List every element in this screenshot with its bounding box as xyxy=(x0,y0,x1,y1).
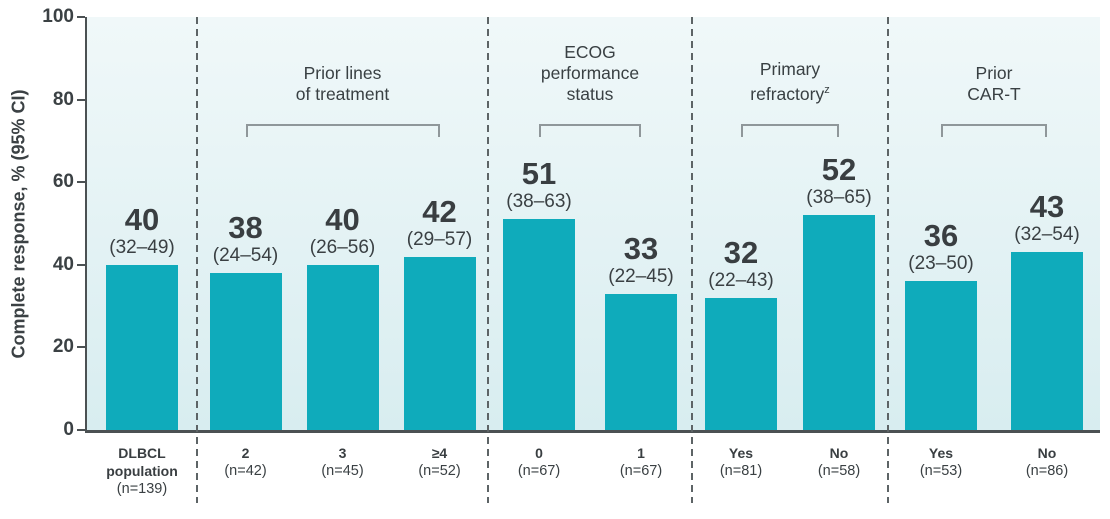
bar-ci: (24–54) xyxy=(212,245,279,267)
bar-value: 52 xyxy=(821,152,857,188)
bar-ci: (22–45) xyxy=(608,265,674,287)
group-separator-line xyxy=(887,17,889,503)
y-axis-title: Complete response, % (95% CI) xyxy=(8,89,29,359)
bar-value-annotation: 36 (23–50) xyxy=(866,220,1016,275)
bar xyxy=(106,264,178,430)
bar xyxy=(306,264,379,430)
group-header: Primary refractoryz xyxy=(750,59,830,104)
x-tick-category: 2 xyxy=(241,445,250,461)
bar-ci: (23–50) xyxy=(908,253,974,275)
group-separator-line xyxy=(196,17,198,503)
y-tick-label: 40 xyxy=(52,253,74,275)
bar-value: 38 xyxy=(228,210,263,246)
bar-value: 36 xyxy=(923,218,959,254)
x-tick-category: No xyxy=(1037,445,1057,461)
bar-value: 33 xyxy=(623,230,659,266)
x-tick-category: Yes xyxy=(928,445,954,461)
bar-value-annotation: 51 (38–63) xyxy=(464,158,614,213)
y-tick-label: 60 xyxy=(52,171,74,193)
plot-area: 40 (32–49) Prior lines of treatment 38 (24–54… xyxy=(85,17,1100,503)
group-bracket xyxy=(941,124,1047,137)
y-tick-label: 100 xyxy=(42,6,74,27)
bar xyxy=(803,215,875,430)
bar-value-annotation: 42 (29–57) xyxy=(365,193,515,251)
bar-ci: (38–65) xyxy=(806,187,872,209)
x-tick-category: 0 xyxy=(535,445,543,461)
y-tick-mark xyxy=(77,98,85,101)
y-tick-mark xyxy=(77,181,85,184)
y-tick-mark xyxy=(77,429,85,431)
x-tick-label: 3 (n=45) xyxy=(278,444,408,480)
y-tick-label: 0 xyxy=(63,419,74,440)
bar xyxy=(905,281,977,430)
group-bracket xyxy=(539,124,641,137)
bar-ci: (38–63) xyxy=(506,191,572,213)
x-tick-n: (n=52) xyxy=(418,463,461,479)
x-tick-category: 3 xyxy=(338,445,347,461)
bar-value: 42 xyxy=(422,193,457,229)
group-header: Prior CAR-T xyxy=(967,63,1021,104)
x-tick-n: (n=42) xyxy=(224,463,267,479)
y-tick-label: 20 xyxy=(52,336,74,358)
bar-value-annotation: 40 (26–56) xyxy=(268,201,418,259)
bar xyxy=(403,256,476,430)
y-tick-mark xyxy=(77,16,85,18)
x-tick-category: DLBCL population xyxy=(106,445,178,479)
x-tick-category: Yes xyxy=(728,445,754,461)
group-bracket xyxy=(245,124,440,137)
x-tick-label: 0 (n=67) xyxy=(474,444,604,480)
bar-value: 40 xyxy=(124,201,160,237)
y-tick-mark xyxy=(77,346,85,349)
y-tick-label: 80 xyxy=(52,88,74,110)
x-tick-label: 2 (n=42) xyxy=(181,444,311,480)
group-header: Prior lines of treatment xyxy=(295,63,390,104)
bar-value-annotation: 43 (32–54) xyxy=(972,191,1110,246)
x-tick-label: No (n=86) xyxy=(982,444,1110,480)
bar-ci: (29–57) xyxy=(406,228,473,250)
x-tick-label: Yes (n=53) xyxy=(876,444,1006,480)
bar-ci: (32–54) xyxy=(1014,224,1080,246)
x-tick-n: (n=67) xyxy=(517,463,561,479)
x-tick-label: No (n=58) xyxy=(774,444,904,480)
bar-value-annotation: 40 (32–49) xyxy=(67,201,217,259)
x-tick-n: (n=45) xyxy=(321,463,364,479)
bar-value-annotation: 32 (22–43) xyxy=(666,234,816,292)
group-bracket xyxy=(741,124,839,137)
x-tick-n: (n=81) xyxy=(719,463,763,479)
x-tick-label: 1 (n=67) xyxy=(576,444,706,480)
bar xyxy=(503,219,575,430)
group-separator-line xyxy=(487,17,489,503)
group-separator-line xyxy=(691,17,693,503)
x-tick-n: (n=67) xyxy=(619,463,663,479)
bar-value-annotation: 33 (22–45) xyxy=(566,230,716,288)
bar-ci: (32–49) xyxy=(109,236,175,258)
bar-ci: (26–56) xyxy=(309,236,376,258)
bar xyxy=(1011,252,1083,430)
bar-value: 40 xyxy=(325,201,360,237)
x-tick-label: Yes (n=81) xyxy=(676,444,806,480)
x-tick-category: No xyxy=(829,445,849,461)
group-header: ECOG performance status xyxy=(540,42,640,104)
bar-value-annotation: 38 (24–54) xyxy=(171,212,321,267)
bar-value: 51 xyxy=(521,156,557,192)
x-tick-label: ≥4 (n=52) xyxy=(375,444,505,480)
y-tick-mark xyxy=(77,263,85,266)
x-tick-label: DLBCL population (n=139) xyxy=(77,444,207,498)
bar-value: 32 xyxy=(723,234,759,270)
x-tick-category: 1 xyxy=(637,445,645,461)
x-tick-n: (n=53) xyxy=(919,463,963,479)
bar xyxy=(705,297,777,430)
x-tick-n: (n=58) xyxy=(817,463,861,479)
bar xyxy=(605,293,677,430)
x-tick-n: (n=139) xyxy=(116,481,168,497)
bar xyxy=(209,273,282,430)
bar-ci: (22–43) xyxy=(708,269,774,291)
bar-value: 43 xyxy=(1029,189,1065,225)
x-tick-n: (n=86) xyxy=(1025,463,1069,479)
x-tick-category: ≥4 xyxy=(431,445,448,461)
bar-value-annotation: 52 (38–65) xyxy=(764,154,914,209)
